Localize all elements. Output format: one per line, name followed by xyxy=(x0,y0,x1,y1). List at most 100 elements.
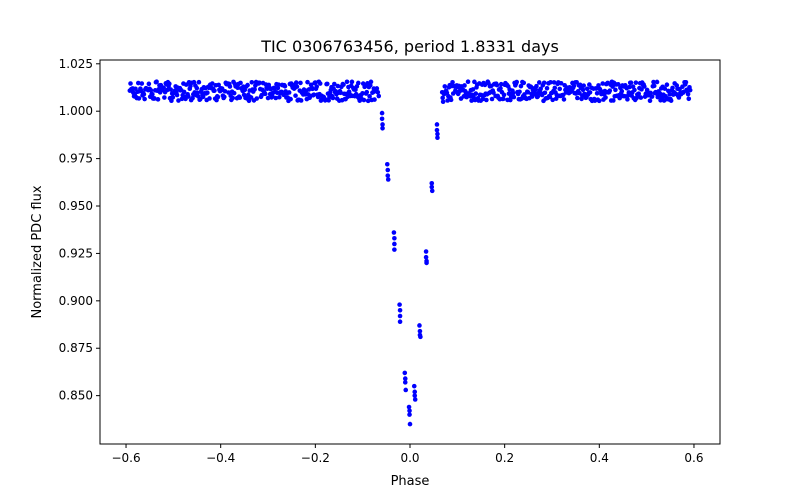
data-point xyxy=(176,98,181,103)
data-point xyxy=(469,98,474,103)
data-point xyxy=(200,94,206,100)
data-point xyxy=(649,94,655,99)
data-point xyxy=(411,383,417,389)
data-point xyxy=(628,80,634,85)
data-point xyxy=(550,97,555,103)
data-point xyxy=(374,86,380,91)
data-point xyxy=(248,95,254,100)
data-point xyxy=(349,79,355,85)
data-point xyxy=(480,96,486,102)
data-point xyxy=(305,79,310,85)
data-point xyxy=(135,80,141,86)
data-point xyxy=(238,80,243,86)
data-point xyxy=(379,110,385,116)
y-tick-label: 1.025 xyxy=(59,57,93,71)
data-point xyxy=(276,82,281,87)
data-point xyxy=(575,95,580,101)
data-point xyxy=(429,184,435,190)
data-point xyxy=(391,230,397,235)
chart-title: TIC 0306763456, period 1.8331 days xyxy=(260,37,559,56)
data-point xyxy=(170,95,176,100)
data-point xyxy=(594,90,600,96)
data-point xyxy=(286,90,292,95)
data-point xyxy=(226,90,231,95)
data-point xyxy=(648,90,653,96)
data-point xyxy=(561,97,567,102)
data-point xyxy=(548,80,553,85)
data-point xyxy=(647,98,653,103)
data-point xyxy=(210,81,215,86)
data-point xyxy=(152,96,157,101)
data-point xyxy=(547,94,553,100)
data-point xyxy=(355,80,361,86)
data-point xyxy=(667,91,673,97)
x-tick-label: 0.6 xyxy=(684,451,703,465)
data-point xyxy=(439,89,445,95)
data-point xyxy=(141,91,147,97)
data-point xyxy=(541,80,547,86)
data-point xyxy=(195,90,200,96)
data-point xyxy=(216,82,221,88)
data-point xyxy=(434,127,440,133)
data-point xyxy=(190,95,195,101)
data-point xyxy=(491,90,496,95)
data-point xyxy=(154,79,159,85)
data-point xyxy=(298,80,303,86)
data-point xyxy=(676,95,682,100)
data-point xyxy=(385,167,391,173)
data-point xyxy=(683,79,689,85)
data-point xyxy=(245,82,250,88)
data-point xyxy=(510,90,516,96)
data-point xyxy=(282,83,288,89)
y-tick-label: 0.975 xyxy=(59,152,93,166)
data-point xyxy=(407,412,412,417)
data-point xyxy=(360,90,365,96)
data-point xyxy=(424,260,429,266)
data-point xyxy=(670,85,675,91)
y-tick-label: 0.850 xyxy=(59,389,93,403)
data-point xyxy=(587,90,593,95)
data-point xyxy=(235,85,241,91)
data-point xyxy=(484,97,489,103)
data-point xyxy=(406,404,412,410)
data-point xyxy=(311,92,317,97)
data-point xyxy=(473,91,479,96)
data-point xyxy=(651,79,656,85)
data-point xyxy=(392,241,397,247)
data-point xyxy=(332,81,337,87)
data-point xyxy=(392,235,397,241)
data-point xyxy=(407,408,412,414)
data-point xyxy=(615,82,621,87)
data-point xyxy=(174,92,180,98)
data-point xyxy=(465,79,471,85)
data-point xyxy=(450,79,455,85)
data-point xyxy=(613,87,618,93)
data-point xyxy=(227,84,233,89)
data-point xyxy=(148,88,154,93)
data-point xyxy=(542,90,548,96)
data-point xyxy=(429,188,435,194)
data-point xyxy=(514,79,520,85)
data-point xyxy=(310,86,315,92)
data-point xyxy=(596,83,601,88)
data-point xyxy=(368,79,374,85)
data-point xyxy=(392,247,397,252)
y-axis-label: Normalized PDC flux xyxy=(30,185,45,318)
data-point xyxy=(642,84,647,89)
data-point xyxy=(372,97,377,102)
data-point xyxy=(429,180,435,186)
data-point xyxy=(257,80,262,86)
data-point xyxy=(293,80,299,85)
data-point xyxy=(252,87,257,92)
data-point xyxy=(552,85,558,91)
data-point xyxy=(434,122,440,127)
data-point xyxy=(293,93,298,98)
y-tick-label: 0.925 xyxy=(59,246,93,260)
data-point xyxy=(265,95,271,101)
data-point xyxy=(633,80,639,85)
data-point xyxy=(687,87,693,93)
data-point xyxy=(402,376,408,381)
data-point xyxy=(412,397,418,402)
data-point xyxy=(205,90,210,95)
x-tick-label: 0.0 xyxy=(400,451,419,465)
